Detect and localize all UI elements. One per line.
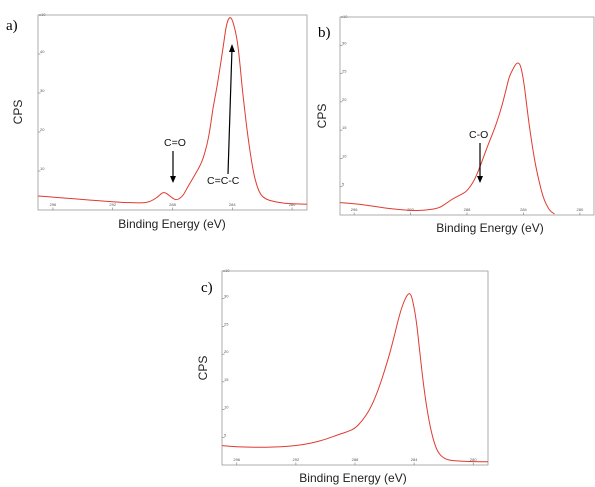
- panel-b-xlabel: Binding Energy (eV): [436, 221, 543, 235]
- y-tick-label: 20: [40, 127, 45, 132]
- panel-a-letter: a): [6, 18, 18, 34]
- panel-b-letter: b): [318, 25, 331, 41]
- panel-b-multiplier: x10: [341, 14, 348, 19]
- y-tick-label: 20: [342, 97, 347, 102]
- y-tick-label: 15: [224, 377, 229, 382]
- panel-c-xlabel: Binding Energy (eV): [299, 471, 406, 485]
- x-tick-label: 280: [289, 202, 296, 207]
- x-tick-label: 296: [233, 457, 240, 462]
- x-tick-label: 296: [351, 207, 358, 212]
- y-tick-label: 10: [40, 166, 45, 171]
- panel-b: b) x10 5 10 15 20 25 30 296 292 288 284 280 CPS B…: [315, 14, 595, 235]
- arrow-c-double-c-c: [227, 47, 233, 175]
- x-tick-label: 288: [352, 457, 359, 462]
- y-tick-label: 5: [342, 182, 345, 187]
- panel-a-xticks: 296 292 288 284 280: [50, 202, 296, 210]
- x-tick-label: 288: [464, 207, 471, 212]
- x-tick-label: 292: [109, 202, 116, 207]
- y-tick-label: 10: [224, 405, 229, 410]
- y-tick-label: 40: [40, 49, 45, 54]
- x-tick-label: 284: [411, 457, 418, 462]
- x-tick-label: 292: [407, 207, 414, 212]
- x-tick-label: 284: [229, 202, 236, 207]
- y-tick-label: 30: [342, 40, 347, 45]
- annotation-c-double-o: C=O: [164, 137, 186, 149]
- panel-a-yticks: 10 20 30 40: [38, 49, 45, 172]
- panel-a-multiplier: x10: [39, 12, 46, 17]
- x-tick-label: 296: [50, 202, 57, 207]
- annotation-c-double-c-c: C=C-C: [207, 175, 240, 187]
- arrow-head-c-o: [477, 176, 483, 183]
- panel-c-letter: c): [201, 280, 213, 296]
- panel-c-ylabel: CPS: [196, 356, 210, 381]
- panel-a-xlabel: Binding Energy (eV): [118, 217, 225, 231]
- y-tick-label: 10: [342, 153, 347, 158]
- x-tick-label: 284: [520, 207, 527, 212]
- panel-c-xticks: 296 292 288 284 280: [233, 457, 477, 465]
- arrow-head-c-double-o: [170, 176, 176, 183]
- panel-a-ylabel: CPS: [11, 100, 25, 125]
- annotation-c-o: C-O: [469, 129, 488, 141]
- y-tick-label: 25: [342, 69, 347, 74]
- x-tick-label: 292: [293, 457, 300, 462]
- panel-c-frame: [221, 270, 489, 466]
- panel-b-frame: [339, 16, 595, 216]
- panel-c-multiplier: x10: [223, 268, 230, 273]
- y-tick-label: 30: [224, 294, 229, 299]
- panel-b-yticks: 5 10 15 20 25 30: [340, 40, 347, 188]
- arrow-head-c-double-c-c: [229, 44, 235, 52]
- y-tick-label: 15: [342, 125, 347, 130]
- panel-c-spectrum-line: [221, 293, 488, 463]
- panel-a: a) x10 10 20 30 40 296 292 288 284 280 CPS Bind…: [6, 12, 308, 231]
- y-tick-label: 5: [224, 432, 227, 437]
- y-tick-label: 20: [224, 349, 229, 354]
- panel-c: c) x10 5 10 15 20 25 30 296 292 288 284 280 CPS B…: [196, 268, 489, 485]
- y-tick-label: 25: [224, 321, 229, 326]
- panel-b-ylabel: CPS: [315, 104, 329, 129]
- panel-b-spectrum-line: [339, 62, 555, 215]
- y-tick-label: 30: [40, 88, 45, 93]
- x-tick-label: 280: [577, 207, 584, 212]
- x-tick-label: 288: [169, 202, 176, 207]
- panel-b-xticks: 296 292 288 284 280: [351, 207, 584, 215]
- x-tick-label: 280: [470, 457, 477, 462]
- panel-c-yticks: 5 10 15 20 25 30: [222, 294, 229, 438]
- panel-a-spectrum-line: [37, 17, 308, 205]
